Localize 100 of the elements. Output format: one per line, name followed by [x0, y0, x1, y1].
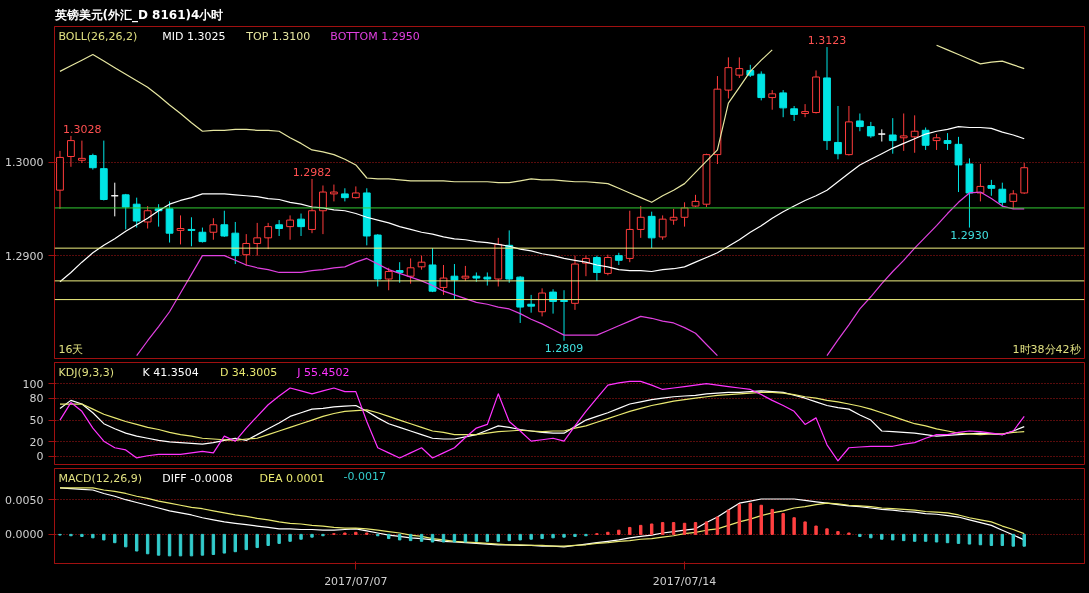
text: BOTTOM 1.2950 [330, 29, 420, 43]
bar [124, 533, 128, 548]
legend-title: KDJ(9,3,3) [58, 365, 114, 379]
bar [156, 533, 161, 556]
bar [102, 533, 106, 541]
bar [825, 528, 829, 535]
candlestick [253, 222, 262, 257]
bar [748, 502, 752, 535]
candlestick [527, 294, 536, 314]
y-tick-label: 1.3000 [5, 156, 44, 170]
candlestick [538, 287, 546, 317]
bar [562, 533, 566, 538]
bar [606, 531, 610, 535]
bar [715, 516, 720, 535]
text: K 41.3504 [142, 365, 199, 379]
bar [923, 533, 928, 542]
bar [693, 522, 698, 535]
bar [682, 522, 687, 535]
bar [956, 533, 961, 544]
y-tick-label: 1.2900 [5, 249, 44, 263]
line-series [59, 380, 1025, 462]
candlestick [1009, 189, 1018, 210]
y-tick-label: 0 [36, 450, 44, 464]
candlestick [220, 210, 229, 238]
bar [671, 522, 676, 535]
candlestick [855, 112, 864, 132]
candlestick [297, 213, 305, 237]
candlestick [275, 219, 284, 237]
bar [869, 533, 873, 539]
bar [419, 533, 424, 542]
bar [167, 533, 172, 557]
text: TOP 1.3100 [245, 29, 311, 43]
bar [507, 533, 511, 542]
candlestick [209, 217, 218, 241]
candlestick [264, 222, 273, 250]
bar [617, 529, 621, 535]
bar [529, 533, 533, 540]
candlestick [877, 128, 886, 143]
annotation: 1.3028 [62, 122, 102, 136]
candlestick [954, 136, 963, 193]
candlestick [998, 182, 1007, 208]
bar [91, 533, 95, 539]
candlestick [78, 140, 86, 164]
annotation: 1.2930 [950, 228, 989, 242]
legend-title: MACD(12,26,9) [58, 471, 143, 485]
y-tick-label: 50 [29, 414, 44, 428]
bar [113, 533, 117, 544]
candlestick [768, 89, 777, 111]
bar [770, 508, 774, 535]
bar [496, 533, 500, 542]
candlestick [406, 257, 415, 285]
bar [1011, 533, 1015, 547]
candlestick [308, 178, 316, 234]
bar [660, 522, 665, 535]
bar [354, 531, 358, 535]
bar [1000, 533, 1005, 546]
text: DEA 0.0001 [259, 471, 325, 485]
candlestick [735, 56, 744, 79]
bar [288, 533, 292, 542]
bar [397, 533, 402, 541]
y-tick-label: 20 [29, 435, 44, 449]
bar [222, 533, 227, 554]
bar [912, 533, 917, 542]
bar [441, 533, 446, 543]
candlestick [658, 214, 667, 241]
bar [704, 521, 709, 535]
bar [803, 521, 807, 535]
y-tick-label: 0.0050 [5, 493, 44, 507]
bar [639, 524, 643, 535]
bar [891, 533, 895, 541]
candlestick [790, 105, 799, 122]
bar [814, 525, 818, 535]
candlestick [132, 197, 141, 229]
bar [902, 533, 906, 542]
bar [387, 533, 391, 540]
y-tick-label: 0.0000 [5, 528, 44, 542]
candlestick [330, 184, 338, 202]
candlestick [801, 103, 809, 118]
bar [299, 533, 303, 540]
candlestick [834, 105, 842, 160]
bar [266, 533, 270, 546]
candlestick [286, 214, 294, 241]
bar [551, 533, 555, 539]
line-series [59, 125, 1025, 283]
candlestick [888, 117, 897, 155]
bar [573, 533, 577, 537]
bar [792, 517, 796, 535]
bar [836, 531, 840, 535]
annotation: 1.2982 [292, 165, 332, 179]
bar [485, 533, 490, 542]
annotation: 1.3123 [807, 34, 847, 48]
candlestick [560, 289, 568, 342]
candlestick [724, 56, 733, 100]
candlestick [647, 211, 656, 249]
bar [189, 533, 194, 557]
candlestick [899, 112, 908, 152]
candlestick [395, 261, 404, 284]
bar [200, 533, 205, 556]
bar [989, 533, 994, 546]
bar [310, 533, 314, 538]
